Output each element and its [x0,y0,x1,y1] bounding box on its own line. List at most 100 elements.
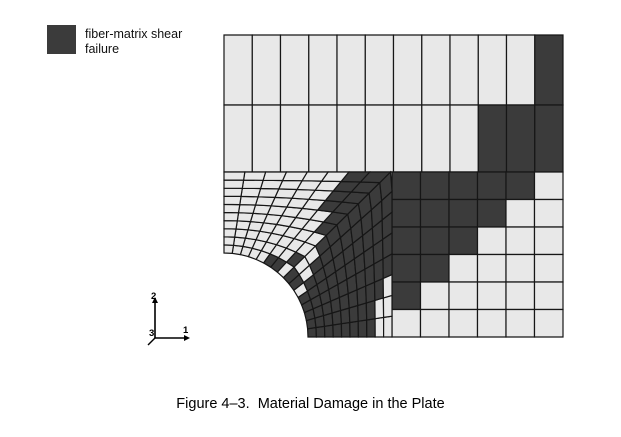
mesh-cell [236,212,254,223]
mesh-cell-failed [419,253,450,283]
mesh-cell [257,187,280,199]
mesh-cell-failed [448,198,479,228]
mesh-cell [241,179,264,190]
mesh-cell [242,171,267,181]
legend-label-line2: failure [85,42,120,57]
figure-caption: Figure 4–3. Material Damage in the Plate [176,396,445,412]
axis-triad: 2 1 3 [147,291,190,346]
mesh-cell [476,281,507,311]
mesh-cell [251,34,282,106]
mesh-cell [336,104,366,173]
axis-1-arrowhead [184,335,190,341]
mesh-cell [223,34,253,106]
mesh-cell [364,34,395,106]
mesh-cells [223,34,564,338]
mesh-cell-failed [419,171,450,201]
mesh-cell [279,34,310,106]
mesh-cell [419,308,450,338]
legend-swatch [47,25,76,54]
mesh-cell [364,104,395,173]
mesh-cell [505,253,536,283]
mesh-cell [476,226,507,256]
mesh-cell [308,34,338,106]
mesh-cell [448,253,479,283]
mesh-cell [392,34,423,106]
mesh-cell [391,308,422,338]
mesh-cell [223,228,237,238]
mesh-cell [533,171,564,201]
mesh-cell [374,316,385,338]
mesh-cell [262,171,288,182]
mesh-cell [505,34,536,106]
mesh-cell-failed [477,104,508,173]
mesh-cell [449,104,479,173]
mesh-cell [533,308,564,338]
mesh-cell-failed [357,319,368,338]
mesh-cell [308,104,338,173]
axis-1-label: 1 [183,325,189,336]
mesh-cell-failed [391,226,422,256]
mesh-cell [383,315,393,338]
mesh-cell [234,228,249,239]
mesh-cell [223,236,236,246]
mesh-cell [476,308,507,338]
mesh-cell-failed [365,299,376,321]
mesh-cell [223,219,239,230]
mesh-cell [421,104,451,173]
mesh-cell [505,308,536,338]
mesh-cell-failed [419,198,450,228]
mesh-cell [223,187,244,198]
mesh-cell [252,204,273,215]
mesh-cell-failed [448,171,479,201]
mesh-cell [505,281,536,311]
mesh-cell [239,195,259,206]
mesh-cell-failed [349,320,360,338]
mesh-cell [259,179,284,190]
mesh-cell [505,226,536,256]
mesh-cell [251,104,282,173]
mesh-cell [223,244,235,255]
mesh-cell-failed [419,226,450,256]
mesh-cell-failed [476,198,507,228]
mesh-cell [533,253,564,283]
mesh-cell [505,198,536,228]
mesh-cell [477,34,508,106]
mesh-cell [279,104,310,173]
legend-label-line1: fiber-matrix shear [85,27,183,41]
mesh-cell [240,187,262,198]
mesh-cell [237,203,257,214]
mesh-cell-failed [448,226,479,256]
mesh-cell [223,211,240,222]
legend: fiber-matrix shear failure [47,25,182,58]
mesh-cell-failed [534,34,564,106]
mesh-cell [533,281,564,311]
mesh-cell-failed [391,171,422,201]
mesh-cell [449,34,479,106]
mesh-cell [448,281,479,311]
mesh-cell-failed [505,104,536,173]
axis-3-label: 3 [149,328,154,339]
mesh-cell [374,297,385,320]
mesh-cell-failed [332,323,343,338]
mesh-cell-failed [505,171,536,201]
axis-2-arrowhead [152,297,158,303]
mesh-cell [419,281,450,311]
mesh-cell [421,34,451,106]
mesh-cell [223,171,246,181]
mesh-cell [392,104,423,173]
mesh-cell [448,308,479,338]
mesh-cell [382,294,393,319]
legend-label: fiber-matrix shear failure [85,25,182,58]
mesh-cell-failed [323,324,334,338]
mesh-cell-failed [391,198,422,228]
mesh-cell [254,196,276,207]
mesh-cell [533,198,564,228]
mesh-cell-failed [534,104,564,173]
mesh-cell-failed [391,281,422,311]
axis-2-label: 2 [151,291,156,302]
mesh-cell [235,220,252,231]
mesh-cell [223,203,241,214]
axis-3-line [147,337,156,346]
mesh-cell [533,226,564,256]
